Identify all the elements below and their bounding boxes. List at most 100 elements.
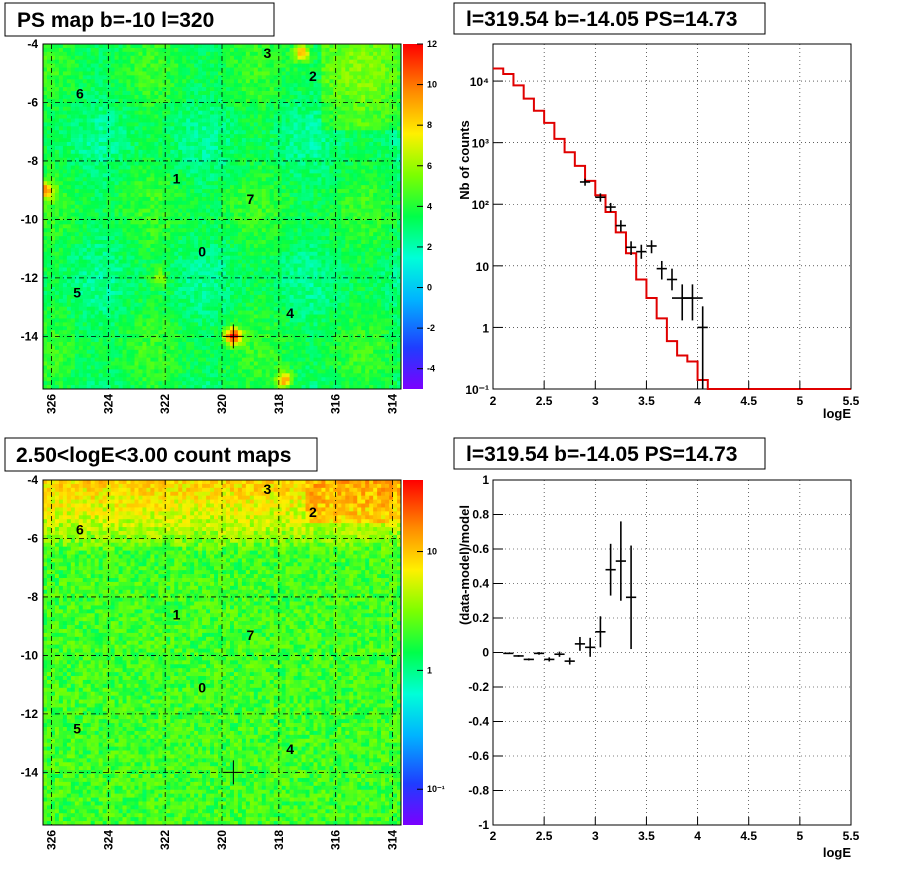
x-tick-label: 3 (592, 829, 599, 843)
data-point (574, 636, 586, 651)
data-point (625, 545, 637, 650)
ps-map-x-ticks: 326 324 322 320 318 316 314 (45, 394, 400, 414)
data-point (523, 658, 534, 661)
spectrum-y-label: Nb of counts (457, 120, 472, 199)
x-tick-label: 314 (385, 830, 399, 850)
colorbar-tick-label: 2 (427, 242, 432, 252)
residual-data-points (503, 521, 637, 665)
residual-grid (492, 479, 852, 826)
spectrum-x-ticks: 2 2.5 3 3.5 4 4.5 5 5.5 (490, 381, 860, 408)
count-map-panel: 2.50<logE<3.00 count maps -4 -6 -8 -10 -12 -1… (4, 437, 445, 850)
x-tick-label: 4.5 (740, 829, 757, 843)
data-point (585, 637, 596, 657)
x-tick-label: 324 (101, 830, 115, 850)
y-tick-label: 10² (472, 198, 489, 212)
y-tick-label: -1 (478, 818, 489, 832)
residual-title: l=319.54 b=-14.05 PS=14.73 (466, 443, 737, 466)
x-tick-label: 5.5 (843, 829, 860, 843)
data-point (615, 220, 626, 232)
data-point (666, 268, 678, 291)
residual-y-label: (data-model)/model (457, 505, 472, 625)
source-label-5: 5 (73, 285, 81, 301)
colorbar-tick-label: 8 (427, 120, 432, 130)
model-line (493, 67, 851, 390)
count-map-heatmap (43, 480, 402, 826)
data-point (682, 284, 703, 321)
colorbar-tick-label: -2 (427, 323, 435, 333)
y-tick-label: 1 (482, 321, 489, 335)
y-tick-label: -0.6 (468, 749, 489, 763)
y-tick-label: -0.4 (468, 715, 489, 729)
spectrum-data-points (579, 178, 708, 389)
y-tick-label: 10 (476, 260, 490, 274)
x-tick-label: 320 (215, 830, 229, 850)
data-point (579, 178, 591, 186)
x-tick-label: 314 (385, 394, 399, 414)
colorbar-tick-label: 10⁻¹ (427, 784, 445, 794)
data-point (625, 241, 637, 255)
count-map-x-ticks: 326 324 322 320 318 316 314 (45, 830, 400, 850)
y-tick-label: -12 (21, 707, 39, 721)
count-map-grid (43, 479, 401, 825)
data-point (554, 651, 565, 657)
y-tick-label: -0.2 (468, 680, 489, 694)
source-label-7: 7 (247, 191, 255, 207)
source-label-3: 3 (264, 481, 272, 497)
y-tick-label: -8 (27, 154, 38, 168)
y-tick-label: 0.4 (472, 577, 489, 591)
data-point (672, 284, 693, 321)
y-tick-label: -8 (27, 590, 38, 604)
spectrum-grid (492, 44, 852, 390)
spectrum-panel: l=319.54 b=-14.05 PS=14.73 10⁴10³10²1011… (453, 2, 860, 421)
ps-map-panel: PS map b=-10 l=320 -4-6-8-10-12-14 326 32… (4, 2, 437, 414)
source-label-7: 7 (247, 627, 255, 643)
y-tick-label: 10⁻¹ (465, 383, 489, 397)
x-tick-label: 5.5 (843, 394, 860, 408)
colorbar-tick-label: 12 (427, 39, 437, 49)
x-tick-label: 322 (158, 830, 172, 850)
y-tick-label: 0 (482, 646, 489, 660)
x-tick-label: 3.5 (638, 394, 655, 408)
y-tick-label: -10 (21, 648, 39, 662)
x-tick-label: 4 (694, 829, 701, 843)
x-tick-label: 326 (45, 394, 59, 414)
x-tick-label: 318 (272, 394, 286, 414)
spectrum-x-label: logE (823, 406, 851, 421)
y-tick-label: 1 (482, 473, 489, 487)
data-point (595, 193, 606, 202)
data-point (646, 240, 657, 254)
count-map-y-ticks: -4 -6 -8 -10 -12 -14 (21, 473, 39, 779)
y-tick-label: -6 (27, 95, 38, 109)
ps-map-colorbar (403, 44, 423, 389)
x-tick-label: 2 (490, 394, 497, 408)
x-tick-label: 324 (101, 394, 115, 414)
spectrum-y-ticks: 10⁴ 10³ 10² 10 1 10⁻¹ (465, 75, 503, 397)
source-label-4: 4 (286, 305, 294, 321)
source-label-4: 4 (286, 741, 294, 757)
spectrum-model-histogram (493, 67, 851, 390)
ps-map-grid (43, 43, 401, 389)
colorbar-tick-label: 6 (427, 161, 432, 171)
x-tick-label: 2.5 (536, 394, 553, 408)
y-tick-label: -12 (21, 271, 39, 285)
x-tick-label: 3 (592, 394, 599, 408)
ps-map-y-ticks: -4 -6 -8 -10 -12 -14 (21, 37, 39, 343)
spectrum-title: l=319.54 b=-14.05 PS=14.73 (466, 8, 737, 31)
source-label-2: 2 (309, 504, 317, 520)
source-label-5: 5 (73, 721, 81, 737)
y-tick-label: -14 (21, 765, 39, 779)
x-tick-label: 316 (329, 830, 343, 850)
data-point (656, 260, 667, 280)
colorbar-tick-label: 0 (427, 283, 432, 293)
colorbar-tick-label: 10 (427, 80, 437, 90)
colorbar-tick-label: -4 (427, 364, 435, 374)
data-point (615, 521, 626, 601)
data-point (605, 202, 616, 212)
x-tick-label: 5 (797, 394, 804, 408)
source-label-6: 6 (76, 86, 84, 102)
y-tick-label: 0.6 (472, 542, 489, 556)
ps-map-colorbar-ticks: 12 10 8 6 4 2 0 -2 -4 (417, 39, 437, 374)
source-label-2: 2 (309, 68, 317, 84)
x-tick-label: 4.5 (740, 394, 757, 408)
